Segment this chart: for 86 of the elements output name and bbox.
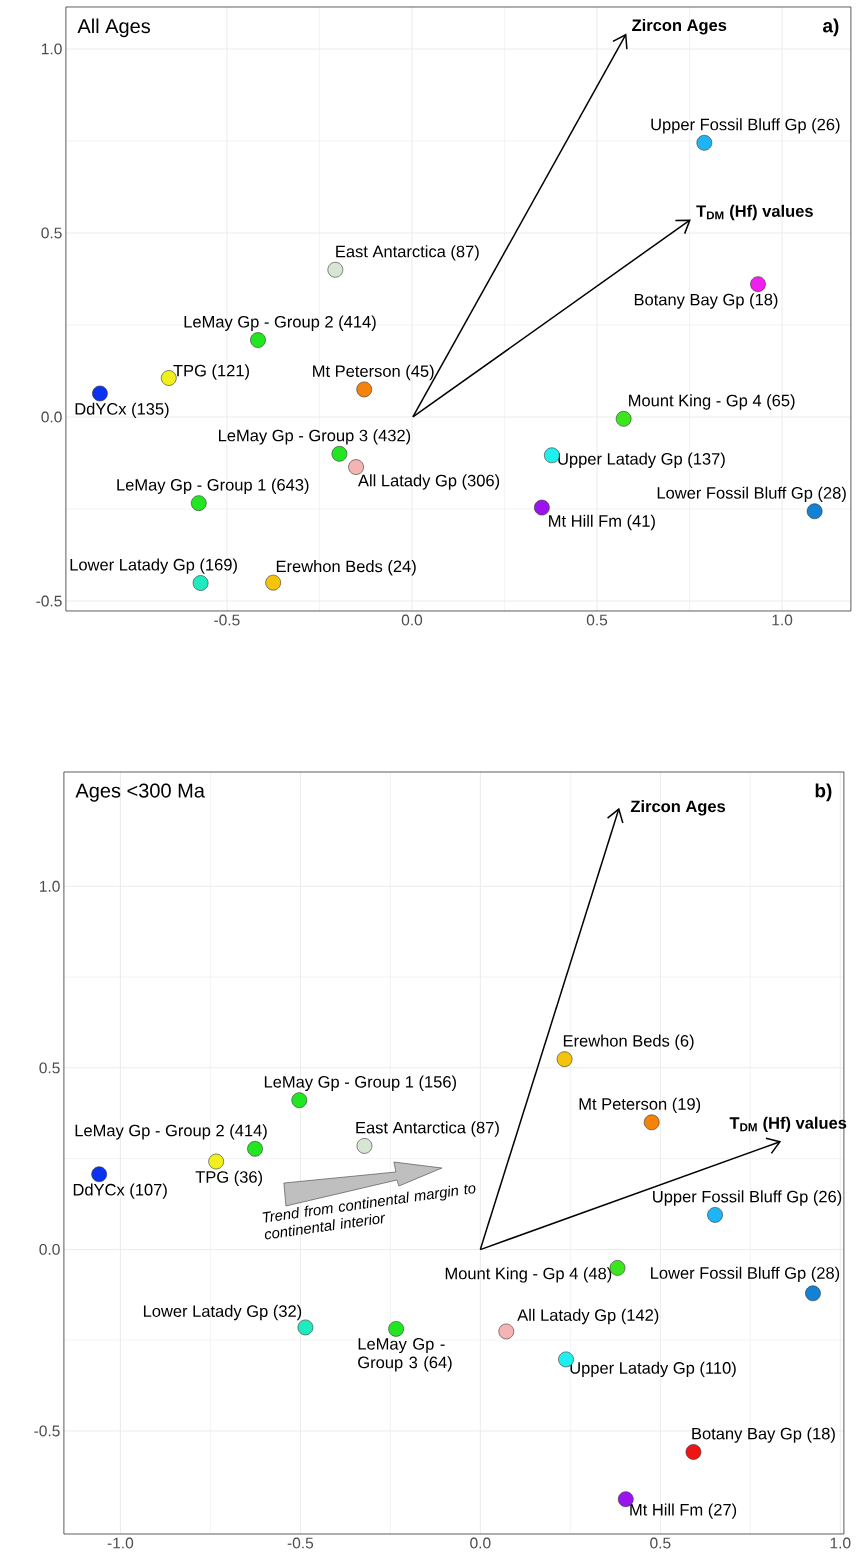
point [696,135,713,151]
point [544,447,560,464]
series-label: LeMay Gp - Group 3 (432) [219,429,411,445]
point [192,575,209,591]
x-tick-label: 0.0 [470,1537,491,1549]
point [643,1114,660,1131]
series-label: LeMay Gp - Group 2 (414) [75,1124,267,1140]
x-tick-label: 0.5 [586,614,608,626]
series-label: East Antarctica (87) [336,245,479,261]
series-label: TPG (121) [173,364,250,380]
point [556,1051,573,1067]
x-tick-label: 1.0 [772,614,793,626]
series-label: LeMay Gp - Group 1 (156) [264,1075,457,1091]
point [331,446,348,462]
x-tick-label: -1.0 [107,1537,134,1549]
series-label: Lower Fossil Bluff Gp (28) [657,486,846,503]
series-label: TPG (36) [195,1170,263,1187]
point [250,332,266,348]
annotation: Zircon Ages [630,800,726,816]
annotation: a) [823,18,839,37]
series-label: LeMay Gp - Group 1 (643) [117,478,309,494]
point [265,574,281,591]
point [92,385,108,402]
series-label: LeMay Gp - Group 2 (414) [184,315,376,331]
series-label: Mt Peterson (19) [579,1097,701,1114]
series-label: Lower Fossil Bluff Gp (28) [651,1266,840,1283]
y-tick-label: -0.5 [34,1425,60,1437]
point [191,495,207,511]
series-label: East Antarctica (87) [356,1121,499,1137]
point [498,1323,515,1340]
series-label: Lower Latady Gp (32) [144,1304,302,1321]
series-label: DdYCx (107) [73,1183,167,1199]
point [356,1138,373,1154]
annotation: b) [815,783,832,802]
point [685,1444,702,1460]
point [356,381,373,398]
series-label: Upper Latady Gp (137) [558,452,725,468]
series-label: Upper Fossil Bluff Gp (26) [653,1190,842,1206]
point [806,503,823,520]
point [534,499,550,516]
y-tick-label: 1.0 [42,43,62,55]
text: Upper Fossil Bluff Gp (26) [651,118,840,134]
series-label: Mt Hill Fm (41) [549,514,655,531]
x-tick-label: -0.5 [214,614,240,626]
annotation: T$_{DM}$ (Hf) values [729,1116,847,1133]
point [348,459,364,475]
y-tick-label: 0.5 [41,227,62,239]
series-label: Mount King - Gp 4 (65) [629,394,795,410]
annotation: Trend from continental margin to continental interior [262,1184,476,1240]
text: All Ages [77,18,151,38]
y-tick-label: 0.0 [41,411,62,423]
x-tick-label: -0.5 [287,1537,314,1549]
text: Ages <300 Ma [75,783,205,802]
point [208,1153,224,1170]
series-label: Erewhon Beds (24) [276,560,416,576]
series-label: Mount King - Gp 4 (48) [445,1267,612,1283]
y-tick-label: 0.0 [39,1243,60,1255]
series-label: Lower Latady Gp (169) [70,558,237,574]
point [615,411,632,427]
y-tick-label: 1.0 [40,880,60,892]
series-label: DdYCx (135) [75,402,169,419]
series-label: Botany Bay Gp (18) [634,293,778,309]
series-label: All Latady Gp (142) [517,1308,659,1325]
point [707,1207,723,1223]
annotation: T$_{DM}$ (Hf) values [696,204,813,221]
y-tick-label: 0.5 [39,1062,60,1074]
series-label: Mt Hill Fm (27) [630,1503,737,1519]
point [247,1141,263,1157]
point [297,1319,314,1336]
x-tick-label: 1.0 [830,1537,851,1549]
point [327,261,344,278]
series-label: Botany Bay Gp (18) [692,1427,835,1443]
x-tick-label: 0.0 [401,614,423,626]
point [750,276,766,292]
series-label: Erewhon Beds (6) [563,1034,694,1050]
series-label: All Latady Gp (306) [358,474,500,490]
point [388,1321,404,1337]
series-label: Upper Latady Gp (110) [570,1361,736,1378]
y-tick-label: -0.5 [36,595,62,607]
series-label: Mt Peterson (45) [313,364,434,381]
x-tick-label: 0.5 [650,1537,671,1549]
point [291,1092,308,1108]
point [805,1285,821,1302]
series-label: LeMay Gp - Group 3 (64) [358,1338,452,1372]
annotation: Zircon Ages [632,18,727,35]
point [91,1166,108,1183]
